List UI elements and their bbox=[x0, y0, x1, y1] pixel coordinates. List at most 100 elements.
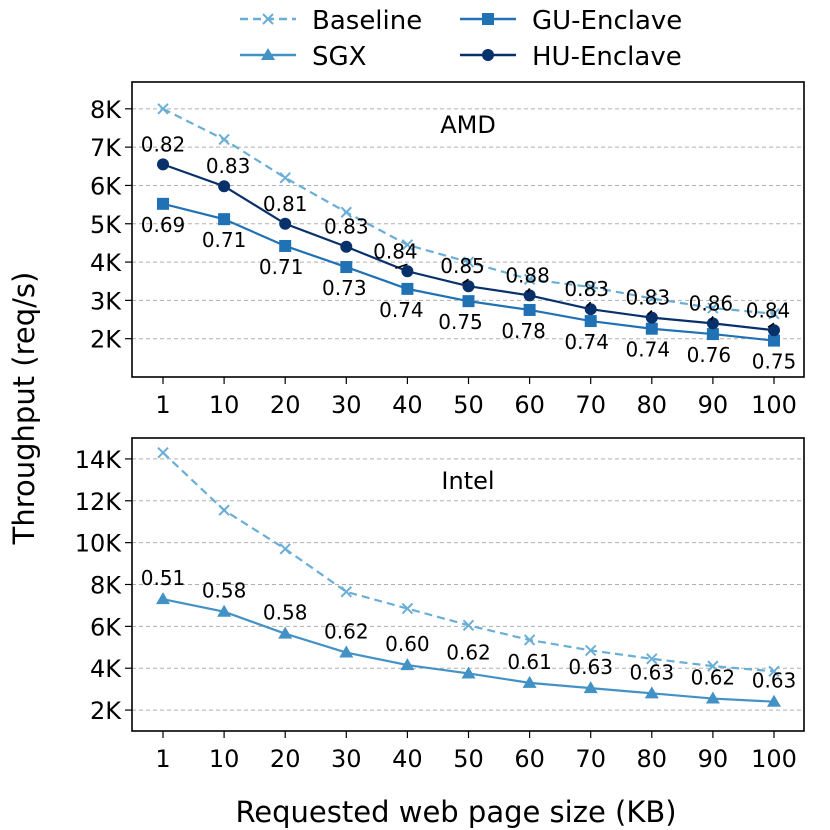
ratio-label: 0.85 bbox=[440, 254, 485, 278]
y-tick-label: 3K bbox=[90, 287, 122, 315]
intel-panel: 2K 4K 6K 8K 10K 12K 14K 1 10 20 30 40 50 60 70 80 90 100 0… bbox=[75, 437, 805, 773]
legend-marker bbox=[261, 48, 275, 60]
x-axis-label: Requested web page size (KB) bbox=[235, 795, 676, 829]
panel-title: AMD bbox=[440, 111, 496, 139]
legend-label: Baseline bbox=[312, 6, 422, 36]
ratio-label: 0.83 bbox=[564, 277, 609, 301]
data-point-baseline bbox=[401, 602, 414, 615]
x-tick-label: 70 bbox=[575, 391, 606, 419]
ratio-label: 0.83 bbox=[206, 154, 251, 178]
data-point-hu-enclave bbox=[706, 317, 719, 330]
data-point-baseline bbox=[523, 273, 536, 286]
data-point-baseline bbox=[646, 292, 658, 305]
data-point-baseline bbox=[218, 504, 230, 516]
y-tick-label: 2K bbox=[90, 326, 122, 354]
y-tick-label: 14K bbox=[75, 446, 123, 474]
data-point-baseline bbox=[646, 653, 658, 665]
data-point-hu-enclave bbox=[768, 324, 780, 337]
ratio-label: 0.86 bbox=[689, 291, 734, 315]
legend-marker bbox=[262, 13, 274, 25]
ratio-label: 0.84 bbox=[373, 239, 418, 263]
data-point-baseline bbox=[462, 256, 475, 268]
data-point-gu-enclave bbox=[768, 334, 780, 347]
x-tick-label: 20 bbox=[270, 391, 301, 419]
ratio-label: 0.83 bbox=[324, 215, 369, 239]
data-point-sgx bbox=[583, 681, 598, 694]
panel-title: Intel bbox=[441, 467, 494, 495]
y-tick-label: 8K bbox=[90, 572, 122, 600]
annotation-arrow bbox=[526, 288, 531, 293]
data-point-sgx bbox=[156, 592, 170, 605]
ratio-label: 0.71 bbox=[259, 255, 304, 279]
data-point-baseline bbox=[523, 634, 536, 646]
ratio-label: 0.84 bbox=[746, 298, 791, 322]
data-point-sgx bbox=[522, 675, 537, 688]
ratio-label: 0.63 bbox=[752, 669, 797, 693]
ratio-label: 0.88 bbox=[505, 263, 550, 287]
data-point-baseline bbox=[462, 619, 475, 632]
data-point-sgx bbox=[767, 694, 781, 707]
ratio-label: 0.58 bbox=[202, 579, 247, 603]
y-tick-label: 6K bbox=[90, 613, 122, 641]
annotation-arrow bbox=[767, 322, 775, 328]
x-tick-label: 60 bbox=[514, 745, 545, 773]
legend-marker bbox=[482, 13, 494, 25]
y-tick-label: 10K bbox=[75, 530, 123, 558]
data-point-baseline bbox=[401, 239, 414, 251]
data-point-baseline bbox=[279, 172, 291, 184]
ratio-label: 0.69 bbox=[141, 213, 186, 237]
y-tick-label: 7K bbox=[90, 134, 122, 162]
x-tick-label: 40 bbox=[392, 745, 423, 773]
legend-item: HU-Enclave bbox=[460, 42, 682, 72]
x-tick-label: 10 bbox=[209, 745, 240, 773]
legend-label: HU-Enclave bbox=[532, 42, 682, 72]
data-point-sgx bbox=[461, 666, 476, 679]
ratio-label: 0.74 bbox=[564, 330, 609, 354]
data-point-baseline bbox=[707, 660, 719, 672]
ratio-label: 0.71 bbox=[202, 228, 247, 252]
ratio-label: 0.75 bbox=[752, 350, 797, 374]
x-tick-label: 100 bbox=[751, 745, 797, 773]
data-point-gu-enclave bbox=[401, 282, 414, 295]
ratio-label: 0.82 bbox=[141, 132, 186, 156]
legend: Baseline SGX GU-Enclave HU-Enclave bbox=[240, 6, 682, 72]
x-tick-label: 1 bbox=[155, 391, 170, 419]
annotation-arrow bbox=[395, 263, 408, 270]
x-tick-label: 90 bbox=[698, 391, 729, 419]
ratio-label: 0.60 bbox=[385, 632, 430, 656]
data-point-baseline bbox=[279, 543, 291, 555]
data-point-baseline bbox=[584, 281, 597, 293]
data-point-baseline bbox=[768, 665, 780, 678]
ratio-label: 0.81 bbox=[263, 192, 308, 216]
ratio-label: 0.83 bbox=[626, 286, 671, 310]
data-point-sgx bbox=[217, 604, 232, 617]
ratio-label: 0.61 bbox=[507, 650, 552, 674]
data-point-baseline bbox=[340, 586, 353, 598]
x-tick-label: 1 bbox=[155, 745, 170, 773]
data-point-gu-enclave bbox=[645, 322, 658, 335]
data-point-hu-enclave bbox=[523, 289, 536, 302]
amd-panel: 2K 3K 4K 5K 6K 7K 8K 1 10 20 30 40 50 60 70 80 90 100 0.82… bbox=[90, 81, 805, 419]
data-point-hu-enclave bbox=[340, 240, 353, 253]
x-tick-label: 90 bbox=[698, 745, 729, 773]
ratio-label: 0.62 bbox=[324, 620, 369, 644]
y-tick-label: 8K bbox=[90, 96, 122, 124]
data-point-gu-enclave bbox=[218, 213, 231, 226]
x-tick-label: 20 bbox=[270, 745, 301, 773]
ratio-label: 0.76 bbox=[687, 343, 732, 367]
data-point-gu-enclave bbox=[706, 328, 719, 341]
data-point-gu-enclave bbox=[584, 315, 597, 328]
data-point-hu-enclave bbox=[218, 180, 231, 193]
x-tick-label: 80 bbox=[637, 745, 668, 773]
x-tick-label: 30 bbox=[331, 745, 362, 773]
legend-item: Baseline bbox=[240, 6, 422, 36]
data-point-hu-enclave bbox=[157, 158, 169, 171]
y-axis-label: Throughput (req/s) bbox=[7, 272, 41, 546]
plot-frame bbox=[131, 437, 805, 732]
y-tick-label: 4K bbox=[90, 655, 122, 683]
ratio-label: 0.62 bbox=[446, 640, 491, 664]
ratio-label: 0.63 bbox=[568, 655, 613, 679]
data-point-sgx bbox=[278, 626, 293, 639]
data-point-baseline bbox=[768, 308, 780, 320]
